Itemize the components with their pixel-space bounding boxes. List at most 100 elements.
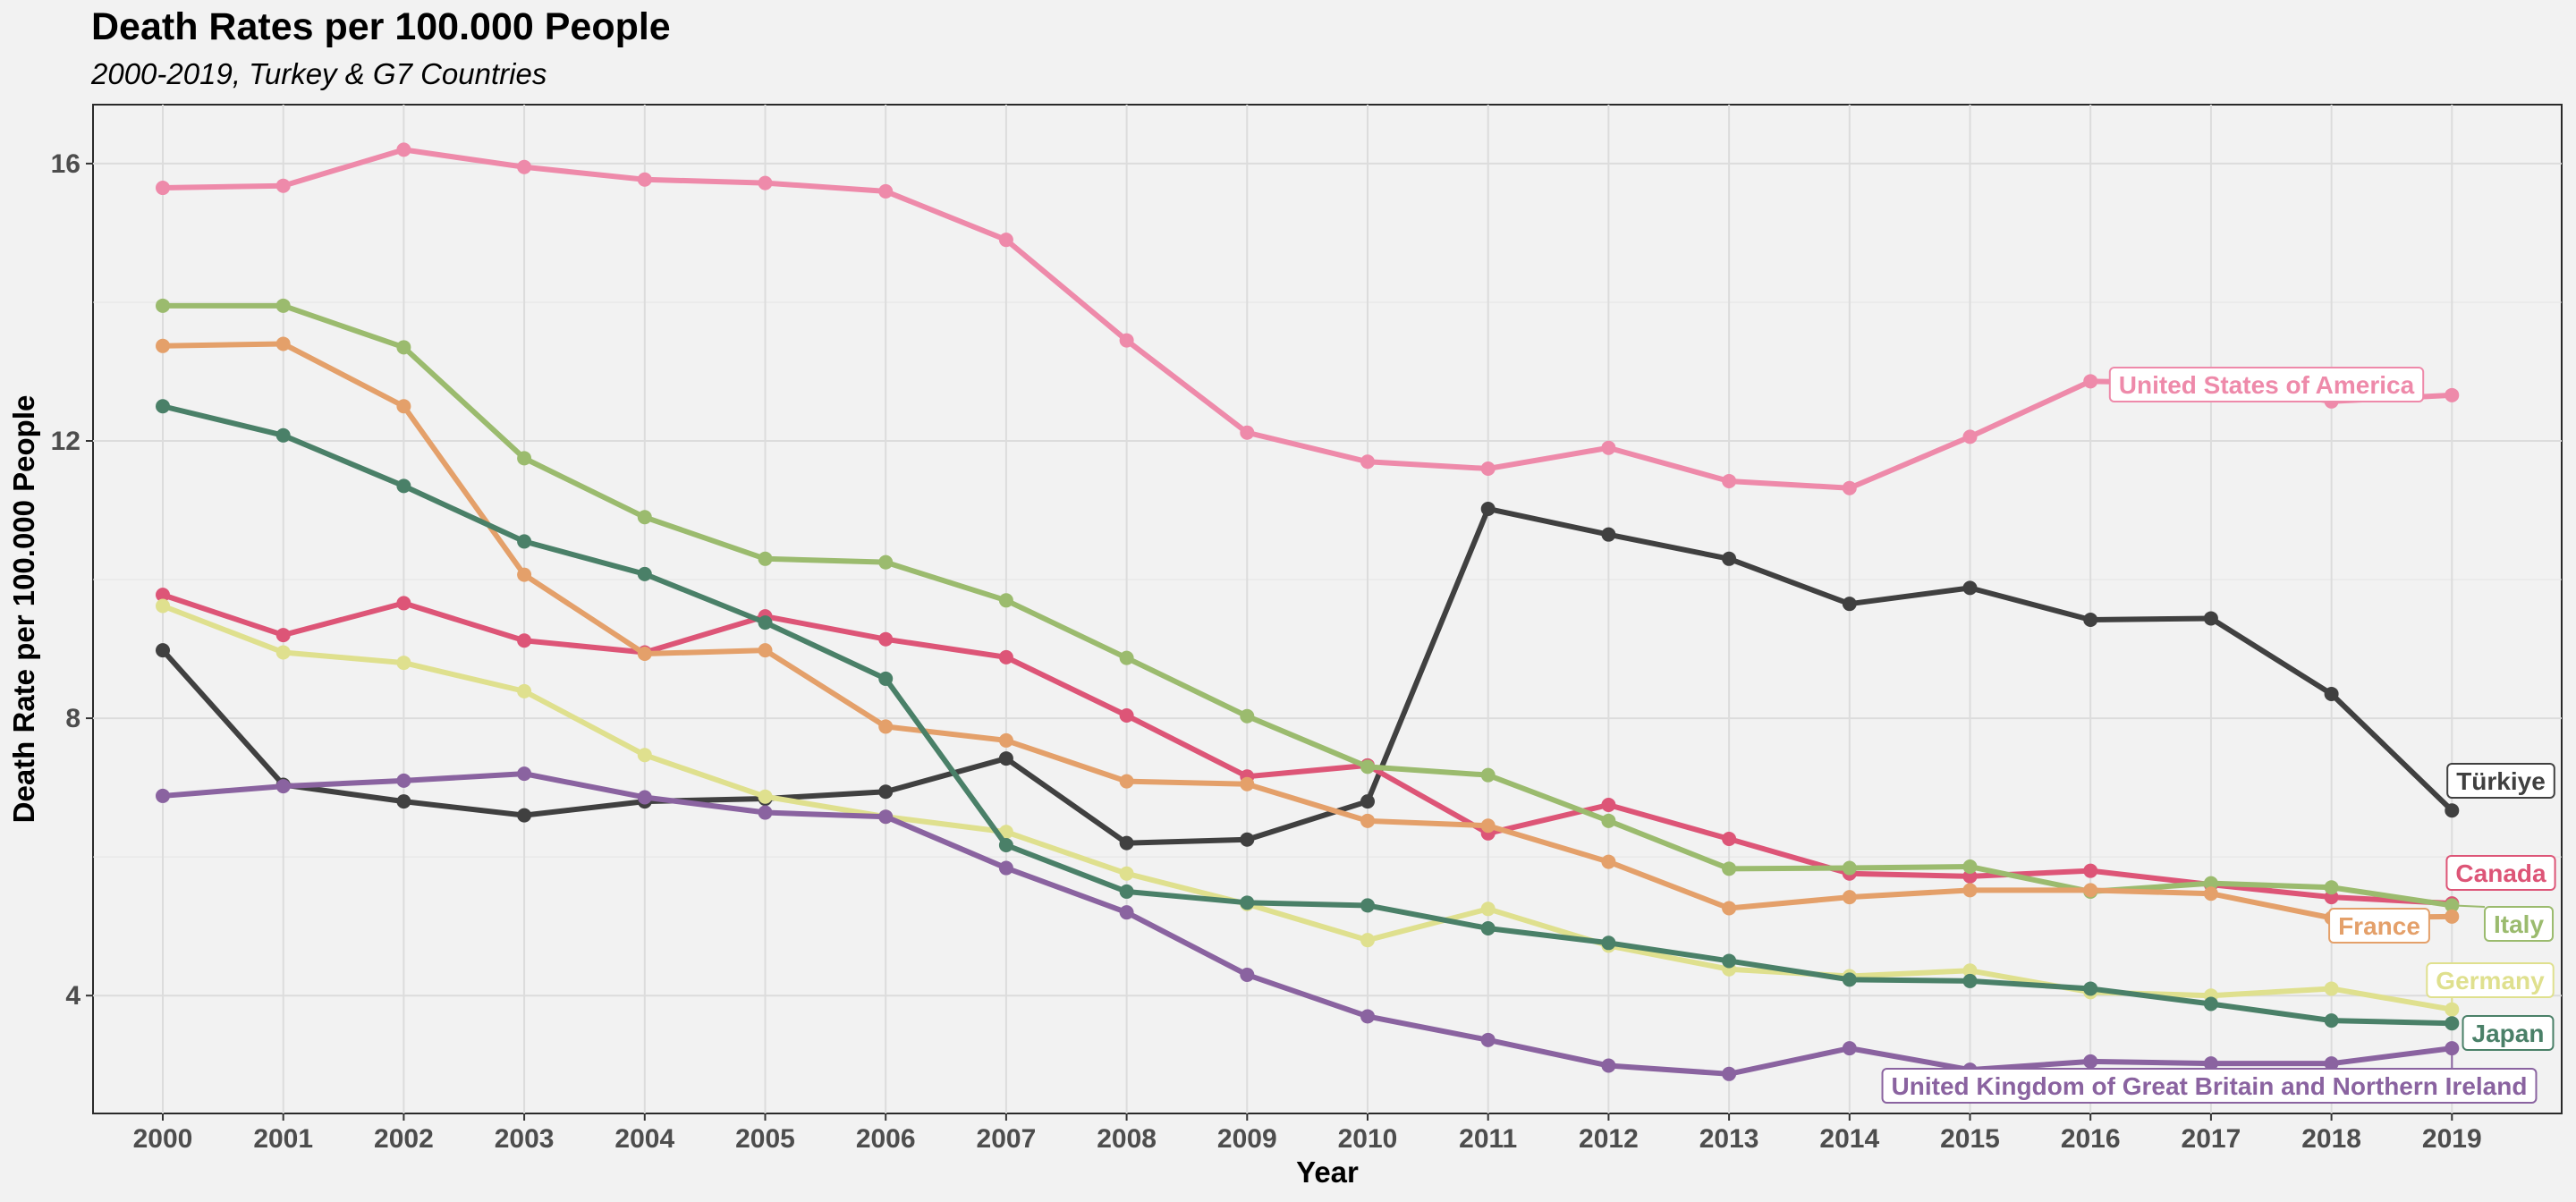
series-label-box xyxy=(1881,1068,2538,1104)
series-label-box xyxy=(2426,962,2555,998)
series-label-box xyxy=(2446,763,2555,799)
series-end-label: Italy xyxy=(2494,910,2544,938)
data-point xyxy=(2083,863,2098,878)
series-end-label: Canada xyxy=(2455,859,2546,887)
data-point xyxy=(1119,708,1134,724)
data-point xyxy=(998,732,1013,748)
series-line xyxy=(160,302,2455,909)
data-point xyxy=(1962,973,1978,988)
data-point xyxy=(878,809,894,825)
data-point xyxy=(396,794,411,809)
data-point xyxy=(156,399,170,414)
data-point xyxy=(275,645,291,660)
data-point xyxy=(517,451,532,466)
series-label-box xyxy=(2108,367,2425,402)
data-point xyxy=(396,656,411,671)
data-point xyxy=(2203,876,2218,891)
series-line xyxy=(160,505,2455,846)
data-point xyxy=(2445,387,2460,402)
x-tick-label: 2015 xyxy=(1940,1124,2000,1154)
data-point xyxy=(156,181,170,196)
x-tick-label: 2000 xyxy=(133,1124,193,1154)
data-point xyxy=(998,837,1013,852)
x-tick-label: 2002 xyxy=(374,1124,434,1154)
data-point xyxy=(758,805,773,820)
y-tick-label: 16 xyxy=(51,149,80,179)
data-point xyxy=(1240,967,1255,982)
data-point xyxy=(275,779,291,794)
x-tick-label: 2012 xyxy=(1579,1124,1639,1154)
data-point xyxy=(758,643,773,658)
data-point xyxy=(2203,611,2218,626)
data-point xyxy=(1119,650,1134,665)
plot-panel xyxy=(92,104,2563,1114)
data-point xyxy=(1360,898,1375,913)
data-point xyxy=(1962,859,1978,875)
data-point xyxy=(1722,551,1737,566)
data-point xyxy=(1480,921,1496,936)
data-point xyxy=(2445,803,2460,818)
series-7 xyxy=(156,766,2460,1081)
data-point xyxy=(1119,884,1134,899)
data-point xyxy=(637,790,652,805)
data-point xyxy=(1360,1009,1375,1024)
data-point xyxy=(2083,981,2098,996)
x-tick-label: 2007 xyxy=(977,1124,1037,1154)
data-point xyxy=(998,593,1013,608)
data-point xyxy=(156,588,170,603)
data-point xyxy=(156,643,170,658)
x-axis-title: Year xyxy=(1296,1155,1359,1189)
data-point xyxy=(517,808,532,823)
data-point xyxy=(2324,880,2339,895)
data-point xyxy=(1722,473,1737,488)
data-point xyxy=(758,175,773,190)
data-point xyxy=(2445,1016,2460,1031)
data-point xyxy=(1601,798,1616,813)
x-tick-label: 2011 xyxy=(1459,1124,1517,1154)
series-line xyxy=(160,592,2455,907)
series-0 xyxy=(156,142,2460,495)
data-point xyxy=(2324,1013,2339,1028)
data-point xyxy=(878,671,894,686)
data-point xyxy=(1601,1058,1616,1073)
x-tick-label: 2009 xyxy=(1217,1124,1277,1154)
data-point xyxy=(2083,374,2098,389)
data-point xyxy=(396,399,411,414)
data-point xyxy=(1962,429,1978,444)
data-point xyxy=(1842,890,1857,905)
series-end-label: Türkiye xyxy=(2456,767,2546,795)
data-point xyxy=(396,142,411,157)
data-point xyxy=(2203,886,2218,902)
axes-layer: 4 8 12 16 2000 2001 2002 2003 2004 2005 2006 2007 20… xyxy=(51,149,2482,1154)
x-tick-label: 2001 xyxy=(253,1124,313,1154)
y-tick-label: 8 xyxy=(65,704,80,733)
data-point xyxy=(1601,935,1616,951)
series-end-label: United Kingdom of Great Britain and Nort… xyxy=(1892,1072,2528,1100)
data-point xyxy=(2445,909,2460,924)
data-point xyxy=(1119,835,1134,851)
x-tick-label: 2019 xyxy=(2422,1124,2482,1154)
series-line xyxy=(160,771,2455,1077)
data-point xyxy=(1119,774,1134,789)
series-end-label: Japan xyxy=(2472,1020,2545,1047)
data-point xyxy=(1119,905,1134,920)
data-point xyxy=(275,178,291,193)
data-point xyxy=(275,298,291,313)
series-4 xyxy=(156,336,2460,926)
data-point xyxy=(1962,963,1978,978)
data-point xyxy=(1360,454,1375,470)
data-point xyxy=(1480,501,1496,516)
x-tick-label: 2003 xyxy=(495,1124,555,1154)
data-point xyxy=(2083,613,2098,628)
data-point xyxy=(517,633,532,648)
data-point xyxy=(1842,480,1857,495)
data-point xyxy=(637,172,652,187)
series-line xyxy=(160,403,2455,1027)
data-point xyxy=(1480,461,1496,477)
data-point xyxy=(1480,902,1496,917)
data-point xyxy=(517,683,532,698)
x-tick-label: 2005 xyxy=(735,1124,795,1154)
data-point xyxy=(2083,1054,2098,1069)
data-point xyxy=(758,615,773,631)
